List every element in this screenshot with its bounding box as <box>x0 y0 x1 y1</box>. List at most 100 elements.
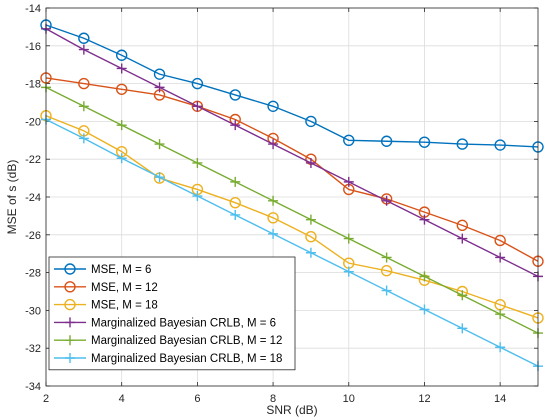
data-point <box>116 120 127 131</box>
y-tick-label: -26 <box>25 230 41 242</box>
series-6 <box>41 114 543 372</box>
data-point <box>78 44 89 55</box>
data-point <box>64 263 76 275</box>
series-1 <box>40 19 544 153</box>
data-point <box>343 176 354 187</box>
data-point <box>65 335 75 346</box>
data-point <box>78 32 90 44</box>
data-point <box>191 77 204 90</box>
data-point <box>65 317 75 328</box>
data-point <box>78 77 90 90</box>
y-tick-label: -34 <box>25 381 41 393</box>
data-point <box>268 195 279 206</box>
data-point <box>495 342 506 353</box>
data-point <box>192 191 203 202</box>
data-point <box>305 157 316 168</box>
x-tick-label: 4 <box>119 393 125 405</box>
legend-label: MSE, M = 6 <box>91 264 151 276</box>
data-point <box>230 120 241 131</box>
data-point <box>494 234 506 247</box>
y-tick-labels: -34 -32 -30 -28 -26 -24 -22 -20 -18 -16 -14 <box>25 3 41 393</box>
data-point <box>154 172 165 183</box>
series-line <box>45 115 539 319</box>
legend-entry: Marginalized Bayesian CRLB, M = 6 <box>54 317 276 329</box>
series-5 <box>41 82 543 339</box>
data-point <box>419 304 430 315</box>
y-tick-label: -14 <box>25 3 41 15</box>
data-point <box>230 209 241 220</box>
x-axis-label: SNR (dB) <box>266 403 317 417</box>
data-point <box>381 252 392 263</box>
data-point <box>418 136 431 148</box>
legend-entry: Marginalized Bayesian CRLB, M = 18 <box>54 353 282 365</box>
legend-box <box>48 256 296 371</box>
y-tick-label: -18 <box>25 79 41 91</box>
data-point <box>457 290 468 301</box>
data-point <box>305 230 317 243</box>
data-point <box>268 228 279 239</box>
data-point <box>381 285 392 296</box>
y-tick-label: -16 <box>25 41 41 53</box>
data-point <box>267 212 279 224</box>
y-tick-label: -22 <box>25 154 41 166</box>
data-point <box>78 133 89 144</box>
y-tick-label: -20 <box>25 116 41 128</box>
data-point <box>343 233 354 244</box>
series-group <box>40 19 544 372</box>
data-point <box>380 135 393 147</box>
series-line <box>45 118 539 367</box>
data-point <box>268 139 279 150</box>
data-point <box>305 115 317 128</box>
series-4 <box>41 23 543 282</box>
data-point <box>153 68 166 80</box>
y-tick-label: -28 <box>25 268 41 280</box>
series-line <box>45 77 539 262</box>
x-tick-label: 14 <box>494 393 506 405</box>
data-point <box>456 138 469 150</box>
legend-entry: MSE, M = 12 <box>54 281 158 294</box>
data-point <box>380 265 393 277</box>
data-point <box>64 298 76 311</box>
x-tick-labels: 2 4 6 8 10 12 14 <box>43 393 506 405</box>
legend-label: Marginalized Bayesian CRLB, M = 6 <box>91 317 276 329</box>
series-line <box>45 28 539 278</box>
data-point <box>230 176 241 187</box>
legend-entry: MSE, M = 18 <box>54 298 158 312</box>
legend-label: Marginalized Bayesian CRLB, M = 18 <box>91 353 282 365</box>
data-point <box>229 196 241 209</box>
data-point <box>116 153 127 164</box>
data-point <box>305 247 316 258</box>
data-point <box>267 100 279 112</box>
data-point <box>115 83 128 95</box>
data-point <box>495 309 506 320</box>
data-point <box>305 214 316 225</box>
data-point <box>116 63 127 74</box>
legend-label: MSE, M = 18 <box>91 300 158 312</box>
y-axis-label: MSE of s (dB) <box>5 160 19 235</box>
data-point <box>229 89 241 101</box>
y-tick-label: -32 <box>25 343 41 355</box>
data-point <box>78 101 89 112</box>
data-point <box>343 266 354 277</box>
data-point <box>495 252 506 263</box>
data-point <box>154 139 165 150</box>
data-point <box>115 49 128 61</box>
x-tick-label: 12 <box>418 393 430 405</box>
data-point <box>192 101 203 112</box>
data-point <box>419 271 430 282</box>
legend-label: Marginalized Bayesian CRLB, M = 12 <box>91 335 282 347</box>
legend-label: MSE, M = 12 <box>91 282 158 294</box>
legend-entry: MSE, M = 6 <box>54 263 151 276</box>
y-tick-label: -24 <box>25 192 41 204</box>
x-tick-label: 8 <box>270 393 276 405</box>
data-point <box>192 157 203 168</box>
data-point <box>457 233 468 244</box>
plot-frame <box>45 7 539 387</box>
x-tick-label: 6 <box>194 393 200 405</box>
data-point <box>456 219 469 232</box>
data-point <box>343 134 355 147</box>
data-point <box>65 353 75 363</box>
data-point <box>419 214 430 225</box>
legend: MSE, M = 6 MSE, M = 12 MSE, M = 18 Marginal… <box>48 256 296 371</box>
